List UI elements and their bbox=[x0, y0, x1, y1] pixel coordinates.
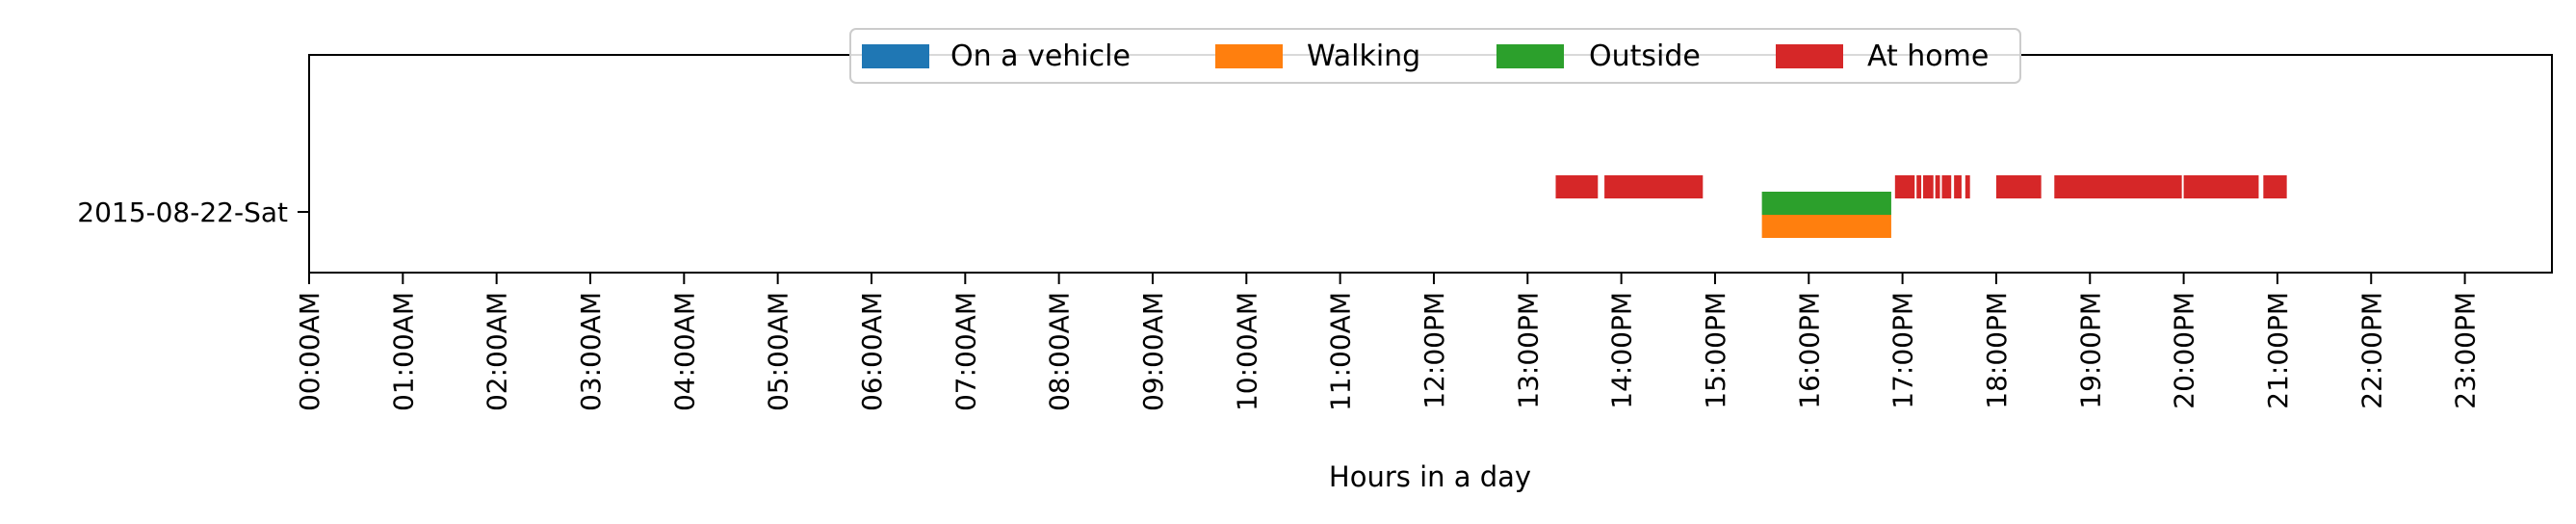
legend-swatch bbox=[1215, 44, 1283, 68]
x-tick-label: 11:00AM bbox=[1325, 292, 1357, 411]
x-tick-label: 09:00AM bbox=[1137, 292, 1169, 411]
bar-at-home bbox=[1894, 175, 1915, 198]
x-tick-label: 16:00PM bbox=[1793, 292, 1825, 409]
bar-at-home bbox=[1954, 175, 1962, 198]
legend-box bbox=[849, 28, 2021, 84]
x-tick-label: 07:00AM bbox=[950, 292, 981, 411]
x-tick-label: 03:00AM bbox=[575, 292, 607, 411]
x-tick-label: 00:00AM bbox=[294, 292, 325, 411]
bar-at-home bbox=[2183, 175, 2259, 198]
x-tick-label: 04:00AM bbox=[668, 292, 700, 411]
x-tick-label: 01:00AM bbox=[387, 292, 419, 411]
x-tick-label: 15:00PM bbox=[1700, 292, 1731, 409]
x-tick-label: 05:00AM bbox=[763, 292, 794, 411]
bar-at-home bbox=[1935, 175, 1940, 198]
x-tick-label: 19:00PM bbox=[2074, 292, 2106, 409]
x-tick-label: 18:00PM bbox=[1981, 292, 2013, 409]
x-tick-label: 21:00PM bbox=[2262, 292, 2294, 409]
bar-at-home bbox=[2054, 175, 2182, 198]
x-tick-label: 12:00PM bbox=[1418, 292, 1450, 409]
x-tick-label: 13:00PM bbox=[1512, 292, 1544, 409]
bar-at-home bbox=[1604, 175, 1704, 198]
bar-at-home bbox=[1995, 175, 2042, 198]
bar-at-home bbox=[1916, 175, 1922, 198]
legend-label: On a vehicle bbox=[950, 39, 1131, 73]
x-tick-label: 22:00PM bbox=[2355, 292, 2387, 409]
bar-at-home bbox=[1941, 175, 1952, 198]
x-tick-label: 14:00PM bbox=[1606, 292, 1638, 409]
x-tick-label: 06:00AM bbox=[856, 292, 888, 411]
legend-label: Outside bbox=[1589, 39, 1701, 73]
plot-frame bbox=[308, 54, 2553, 274]
x-tick-label: 17:00PM bbox=[1887, 292, 1919, 409]
legend-label: At home bbox=[1867, 39, 1989, 73]
x-tick-label: 10:00AM bbox=[1231, 292, 1262, 411]
bar-at-home bbox=[1555, 175, 1599, 198]
legend-swatch bbox=[862, 44, 929, 68]
bar-walking bbox=[1761, 215, 1891, 238]
legend-label: Walking bbox=[1307, 39, 1420, 73]
bar-at-home bbox=[2263, 175, 2287, 198]
x-tick-label: 23:00PM bbox=[2450, 292, 2482, 409]
x-tick-label: 20:00PM bbox=[2169, 292, 2200, 409]
legend-swatch bbox=[1496, 44, 1564, 68]
bar-at-home bbox=[1965, 175, 1970, 198]
x-tick-label: 08:00AM bbox=[1044, 292, 1076, 411]
x-axis-label: Hours in a day bbox=[1329, 460, 1531, 493]
legend-swatch bbox=[1776, 44, 1843, 68]
bar-at-home bbox=[1923, 175, 1934, 198]
y-tick-label: 2015-08-22-Sat bbox=[77, 196, 288, 228]
bar-outside bbox=[1761, 192, 1891, 215]
x-tick-label: 02:00AM bbox=[481, 292, 513, 411]
